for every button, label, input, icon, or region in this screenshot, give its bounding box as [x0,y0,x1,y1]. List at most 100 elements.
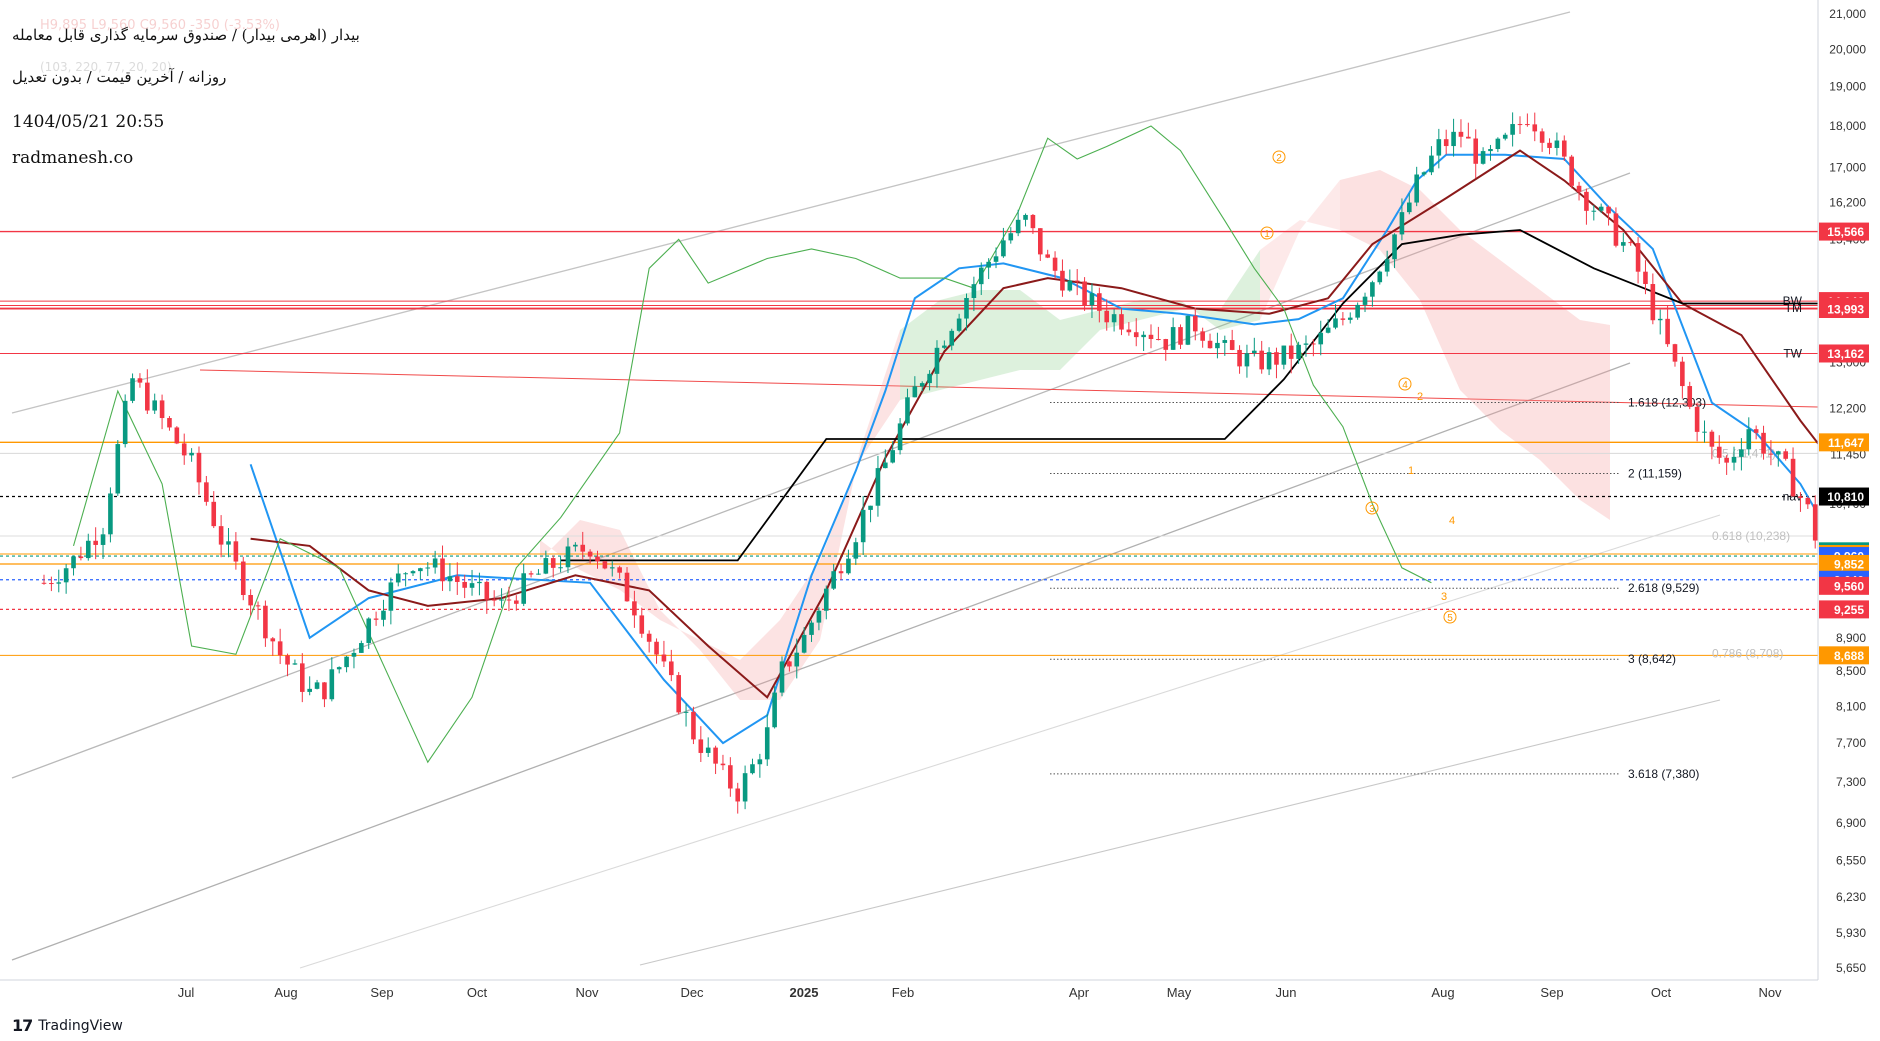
candle-body [499,599,504,601]
candle-body [1288,345,1294,359]
wave-label: 2 [1417,391,1423,403]
candle-body [1665,318,1670,345]
candle-body [432,558,438,568]
candle-body [853,542,859,559]
candle-body [1296,344,1301,359]
wave-circle: 3 [1365,501,1379,515]
wave-circle: 4 [1398,377,1412,391]
fib-retracement-label: 0.618 (10,238) [1712,529,1790,543]
channel-line [199,369,1818,408]
time-tick: Oct [467,985,488,1000]
candle-body [683,711,689,713]
candle-body [1089,293,1095,306]
price-tick: 8,900 [1836,631,1866,645]
wave-circle-ring [1398,377,1412,391]
price-label-text: 9,852 [1834,557,1864,571]
candle-body [1436,139,1442,156]
candle-body [366,618,372,644]
candle-body [130,378,135,401]
candle-body [240,561,246,596]
candle-body [772,692,777,728]
candle-body [1539,131,1545,143]
candle-body [1207,340,1213,349]
candle-body [676,675,681,713]
candle-body [359,643,364,653]
candle-body [418,568,423,572]
candle-body [809,622,814,635]
candle-body [1325,327,1331,333]
candle-body [145,382,150,411]
candle-body [1702,431,1707,433]
candle-body [1311,343,1316,345]
price-label-text: 10,810 [1827,490,1864,504]
candle-body [1030,214,1036,229]
candle-body [1156,339,1161,341]
candle-body [1347,317,1353,320]
candle-body [1451,131,1456,147]
level-tag: nav [1783,490,1802,504]
price-label-box [1819,433,1869,452]
candle-body [85,540,91,559]
cloud-segment [540,330,900,700]
candle-body [218,526,224,545]
candle-body [277,641,283,656]
tradingview-brand[interactable]: 17 TradingView [12,1016,123,1035]
candle-body [639,615,645,634]
candle-body [919,383,925,387]
candle-body [794,652,800,667]
candle-body [49,583,54,585]
candle-body [1001,240,1006,257]
candle-body [1407,202,1412,213]
time-axis[interactable]: Jul Aug Sep Oct Nov Dec 2025 Feb Apr May Jun Aug Sep… [178,985,1782,1000]
candle-body [1303,343,1309,345]
wave-circle-label: 4 [1402,380,1408,391]
candle-body [1532,124,1538,132]
candle-body [226,541,231,545]
candle-body [1045,254,1050,258]
chart-datetime: 1404/05/21 20:55 [12,112,165,132]
candle-body [1377,271,1383,283]
candle-body [469,583,475,588]
website-label: radmanesh.co [12,148,134,168]
candle-body [1598,206,1604,211]
candle-body [307,688,312,692]
candle-body [1517,124,1523,126]
candle-body [514,600,519,604]
time-tick: Sep [370,985,393,1000]
price-tick: 6,900 [1836,816,1866,830]
price-label-text: 8,688 [1834,649,1864,663]
candle-body [1163,339,1169,350]
cloud-segment [1340,170,1610,520]
candle-body [838,571,844,574]
level-tag: BW [1783,294,1803,308]
candle-body [875,468,881,506]
candle-body [883,462,888,469]
candle-body [1761,432,1766,454]
price-tick: 19,000 [1829,80,1866,94]
candle-body [713,747,718,764]
candle-body [1584,191,1589,211]
candle-body [248,595,253,606]
candle-body [1274,352,1279,365]
price-tick: 8,500 [1836,664,1866,678]
channel-line [299,514,1721,969]
wave-labels: 1 2 3 4 1 2 3 4 5 [1260,150,1457,624]
candle-body [897,423,903,451]
candle-body [787,661,792,667]
candle-body [1384,259,1390,272]
candle-body [1812,504,1818,541]
candle-body [927,373,932,384]
candle-body [1333,318,1338,328]
candle-body [196,452,202,483]
price-label-box [1819,554,1869,573]
candle-body [1458,131,1464,137]
time-tick: May [1167,985,1192,1000]
candle-body [1576,185,1582,192]
candle-body [1591,210,1597,212]
candle-body [1052,257,1058,271]
candle-body [1370,282,1375,297]
candle-body [764,727,770,760]
candle-body [1613,213,1619,246]
